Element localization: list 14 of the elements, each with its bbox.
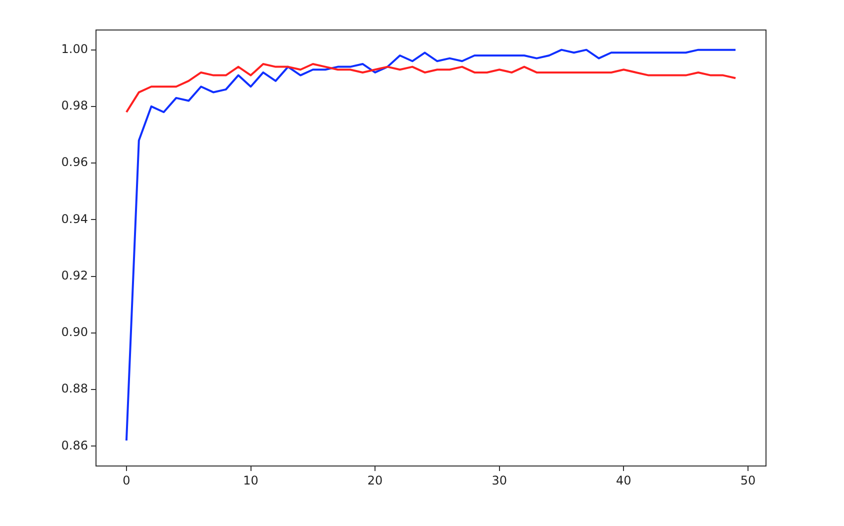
y-tick-label: 1.00 [61,42,88,56]
x-tick-label: 10 [243,473,258,488]
y-tick-label: 0.92 [61,268,88,282]
y-tick-label: 0.98 [61,98,88,113]
x-tick-label: 30 [492,473,508,488]
x-tick-label: 40 [616,473,632,488]
y-tick-label: 0.88 [61,382,88,396]
x-tick-label: 50 [740,473,756,488]
y-tick-label: 0.96 [61,155,88,170]
y-tick-label: 0.94 [61,212,88,226]
x-tick-label: 0 [122,473,130,488]
x-tick-label: 20 [367,473,383,488]
y-tick-label: 0.90 [61,325,88,340]
y-tick-label: 0.86 [61,438,88,452]
